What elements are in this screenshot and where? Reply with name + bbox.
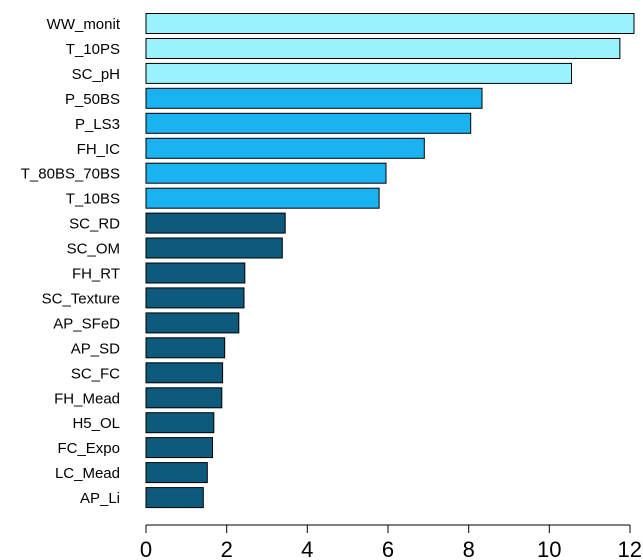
category-label: AP_SD [71, 340, 120, 357]
bar-fh-rt [145, 262, 246, 284]
category-label: H5_OL [72, 415, 120, 432]
category-label: WW_monit [47, 16, 121, 33]
bars-group [145, 13, 635, 509]
category-label: SC_RD [69, 216, 120, 233]
bar-p-50bs [145, 87, 483, 109]
category-label: SC_Texture [42, 290, 120, 307]
x-tick-label: 12 [618, 537, 642, 560]
category-label: FH_Mead [54, 390, 120, 407]
bar-t-10bs [145, 187, 380, 209]
bar-ap-sfed [145, 312, 240, 334]
bar-fc-expo [145, 437, 213, 459]
category-label: FH_RT [72, 266, 120, 283]
bar-sc-ph [145, 62, 572, 84]
bar-h5-ol [145, 412, 215, 434]
bar-lc-mead [145, 462, 208, 484]
bar-t-10ps [145, 38, 621, 59]
bar-sc-texture [145, 287, 245, 309]
category-label: SC_OM [67, 241, 120, 258]
bar-ww-monit [145, 13, 635, 34]
category-label: T_80BS_70BS [21, 166, 120, 183]
category-label: AP_SFeD [53, 315, 120, 332]
category-label: P_50BS [65, 91, 120, 108]
bar-t-80bs-70bs [145, 162, 387, 184]
x-axis: 0 2 4 6 8 10 12 [140, 524, 642, 560]
bar-sc-om [145, 237, 283, 259]
category-label: SC_pH [72, 66, 120, 83]
category-label: T_10BS [66, 191, 120, 208]
category-label: P_LS3 [75, 116, 120, 133]
bar-ap-li [145, 487, 204, 509]
x-tick-label: 4 [301, 537, 313, 560]
bar-fh-mead [145, 387, 223, 409]
category-label: FC_Expo [57, 440, 120, 457]
bar-p-ls3 [145, 112, 472, 134]
category-label: AP_Li [80, 490, 120, 507]
x-tick-label: 8 [463, 537, 475, 560]
category-label: SC_FC [71, 365, 120, 382]
x-tick-label: 2 [221, 537, 233, 560]
x-tick-label: 6 [382, 537, 394, 560]
bar-ap-sd [145, 337, 226, 359]
bar-sc-fc [145, 362, 224, 384]
bar-sc-rd [145, 212, 286, 234]
category-label: FH_IC [77, 141, 121, 158]
x-tick-label: 10 [537, 537, 561, 560]
category-label: LC_Mead [55, 465, 120, 482]
category-label: T_10PS [66, 41, 120, 58]
x-tick-label: 0 [140, 537, 152, 560]
category-labels: WW_monit T_10PS SC_pH P_50BS P_LS3 FH_IC T_80B… [21, 16, 121, 507]
bar-fh-ic [145, 137, 425, 159]
